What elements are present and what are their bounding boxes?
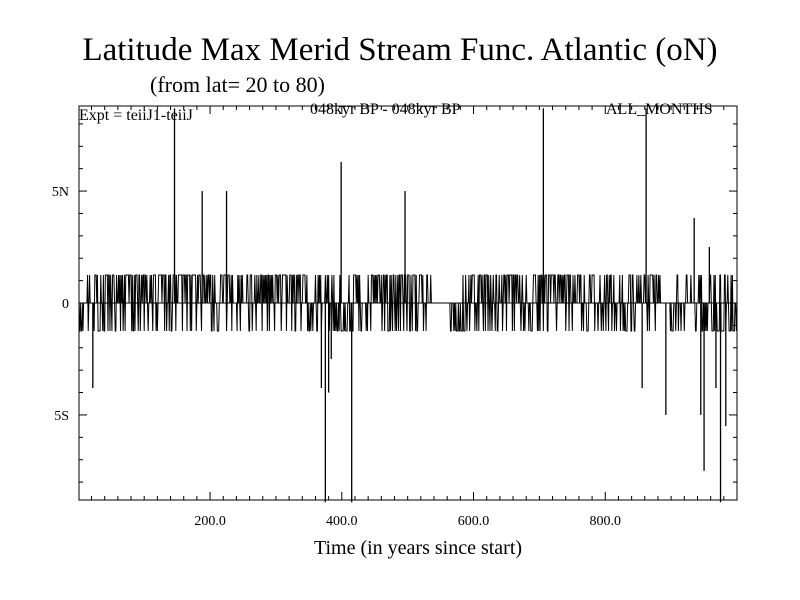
series-line-group — [79, 108, 738, 503]
plot-frame — [78, 105, 738, 501]
experiment-label: Expt = teiiJ1-teiiJ — [79, 107, 193, 124]
y-tick-label: 5N — [52, 185, 69, 200]
x-tick-label: 800.0 — [590, 514, 622, 529]
period-label: 048kyr BP - 048kyr BP — [310, 101, 461, 118]
x-axis-title: Time (in years since start) — [314, 537, 522, 559]
x-tick-label: 600.0 — [458, 514, 490, 529]
y-tick-label: 0 — [62, 297, 69, 312]
chart-subtitle: (from lat= 20 to 80) — [150, 72, 325, 97]
x-tick-label: 400.0 — [326, 514, 358, 529]
season-label: ALL_MONTHS — [606, 101, 713, 118]
x-tick-label: 200.0 — [194, 514, 226, 529]
tick-labels: 200.0 400.0 600.0 800.0 5N 0 5S — [52, 185, 621, 529]
y-tick-label: 5S — [54, 409, 69, 424]
series-line — [79, 274, 738, 332]
chart-title: Latitude Max Merid Stream Func. Atlantic… — [82, 32, 718, 68]
